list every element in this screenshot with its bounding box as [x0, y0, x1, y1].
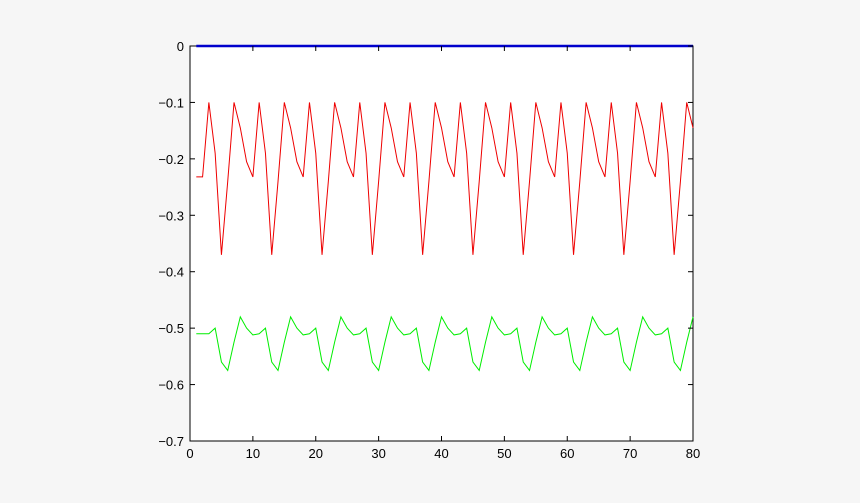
y-tick-label: −0.5 — [158, 321, 184, 336]
x-tick-label: 60 — [560, 446, 574, 461]
series-layer — [196, 44, 694, 372]
x-tick-label: 50 — [497, 446, 511, 461]
y-tick-label: −0.6 — [158, 378, 184, 393]
x-tick-label: 30 — [371, 446, 385, 461]
y-tick-label: −0.7 — [158, 434, 184, 449]
x-axis: 0 10 20 30 40 50 60 70 80 — [186, 46, 700, 461]
y-tick-label: −0.4 — [158, 265, 184, 280]
x-tick-label: 70 — [623, 446, 637, 461]
y-tick-label: −0.2 — [158, 152, 184, 167]
x-tick-label: 20 — [309, 446, 323, 461]
plot-area: 0 10 20 30 40 50 60 70 80 0 −0.1 −0.2 −0.3 −0.4 −0.5 −… — [158, 39, 700, 461]
y-tick-label: 0 — [177, 39, 184, 54]
plot-frame — [189, 45, 694, 442]
x-tick-label: 0 — [186, 446, 193, 461]
x-tick-label: 80 — [686, 446, 700, 461]
y-tick-label: −0.3 — [158, 208, 184, 223]
x-tick-label: 10 — [246, 446, 260, 461]
x-tick-label: 40 — [434, 446, 448, 461]
y-tick-label: −0.1 — [158, 95, 184, 110]
y-axis: 0 −0.1 −0.2 −0.3 −0.4 −0.5 −0.6 −0.7 — [158, 39, 693, 449]
series-line-red — [196, 102, 694, 255]
series-line-green — [196, 315, 694, 372]
